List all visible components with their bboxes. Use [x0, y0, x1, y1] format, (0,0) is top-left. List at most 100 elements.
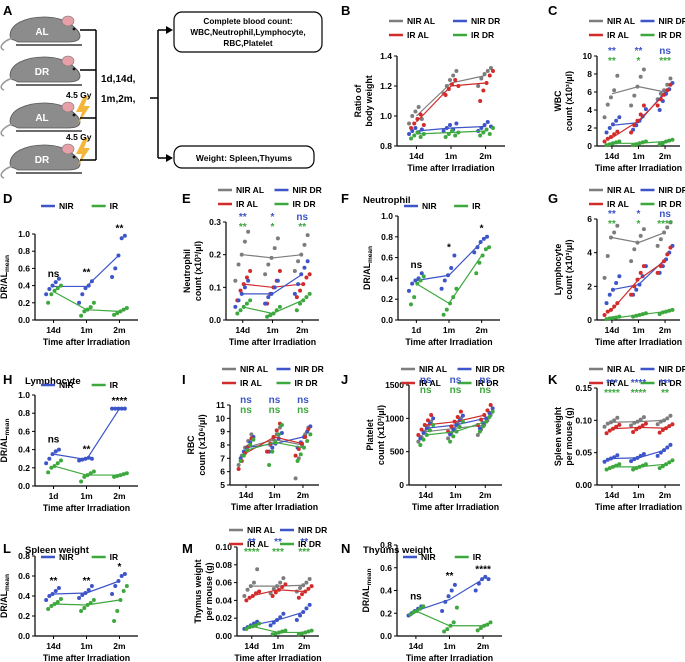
panel-letter: F — [341, 191, 349, 206]
data-point — [46, 470, 51, 475]
panel-letter: E — [182, 191, 191, 206]
data-point — [643, 139, 648, 144]
data-point — [481, 424, 486, 429]
data-point — [481, 88, 486, 93]
data-point — [116, 579, 121, 583]
legend-label: IR DR — [471, 30, 494, 40]
data-point — [424, 433, 429, 437]
data-point — [632, 123, 637, 128]
data-point — [665, 82, 670, 87]
data-point — [56, 586, 61, 590]
y-tick-label: 0 — [587, 141, 592, 151]
x-tick-label: 14d — [605, 490, 620, 500]
data-point — [444, 307, 449, 312]
radiation-dose-label: 4.5 Gy — [66, 90, 92, 100]
y-tick-label: 0.0 — [18, 481, 30, 491]
mouse-ear-icon — [61, 101, 75, 113]
data-point — [242, 285, 247, 290]
data-point — [266, 295, 271, 300]
data-point — [407, 121, 412, 126]
data-point — [309, 628, 314, 633]
data-point — [455, 415, 460, 419]
data-point — [248, 269, 253, 273]
data-point — [444, 84, 449, 88]
y-axis-label: DR/ALmean — [0, 255, 11, 299]
x-tick-label: 2m — [477, 641, 490, 651]
data-point — [608, 135, 613, 139]
data-point — [658, 419, 663, 424]
data-point — [635, 419, 640, 424]
data-point — [454, 69, 459, 73]
data-point — [615, 73, 620, 78]
data-point — [608, 307, 613, 312]
series-nir-dr — [602, 442, 673, 464]
data-point — [482, 123, 487, 127]
data-point — [475, 628, 480, 633]
legend-label: NIR AL — [240, 364, 268, 374]
data-point — [602, 312, 607, 317]
data-point — [257, 621, 262, 626]
data-point — [638, 270, 643, 275]
schematic-panel-a: A AL DR AL 4.5 Gy DR 4.5 Gy 1d,14d, 1m,2m, Co… — [0, 3, 323, 179]
significance-annotation: ns — [240, 395, 252, 406]
data-point — [668, 442, 673, 447]
data-point — [607, 316, 612, 321]
timepoints-line-1: 1d,14d, — [101, 74, 136, 85]
data-point — [615, 453, 620, 458]
data-point — [612, 455, 617, 460]
data-point — [278, 580, 283, 585]
data-point — [662, 230, 667, 235]
data-point — [614, 140, 619, 145]
data-point — [488, 66, 493, 70]
data-point — [667, 460, 672, 465]
significance-annotation: ns — [410, 592, 422, 603]
data-point — [412, 121, 417, 126]
significance-annotation: ns — [450, 375, 462, 386]
data-point — [406, 288, 411, 293]
data-point — [304, 606, 309, 611]
y-tick-label: 0.4 — [18, 281, 30, 291]
data-point — [637, 312, 642, 317]
data-point — [298, 301, 303, 306]
significance-annotation: ns — [48, 269, 60, 280]
data-point — [58, 597, 63, 601]
data-point — [605, 309, 610, 314]
legend-label: NIR AL — [607, 16, 635, 26]
data-point — [272, 285, 277, 290]
legend-label: NIR DR — [295, 364, 324, 374]
data-point — [80, 593, 85, 597]
y-axis-label-line-1: WBC — [553, 90, 563, 112]
y-tick-label: 4 — [587, 248, 592, 258]
data-point — [273, 590, 278, 595]
legend-label: NIR DR — [659, 16, 685, 26]
data-point — [662, 92, 667, 97]
data-point — [631, 143, 636, 148]
significance-annotation: *** — [272, 547, 284, 558]
data-point — [238, 288, 243, 293]
data-point — [77, 596, 82, 600]
data-point — [119, 406, 124, 411]
data-point — [450, 129, 454, 133]
data-point — [610, 122, 615, 127]
series-ir-al — [602, 245, 673, 317]
data-point — [452, 582, 457, 587]
data-point — [52, 602, 57, 606]
data-point — [56, 276, 61, 281]
x-tick-label: 14d — [605, 325, 620, 335]
data-point — [296, 282, 301, 287]
data-point — [605, 102, 610, 107]
data-point — [250, 593, 255, 598]
series-nir-dr — [604, 243, 675, 306]
data-point — [607, 292, 612, 297]
legend-label: IR AL — [247, 539, 269, 549]
x-tick-label: 14d — [605, 151, 620, 161]
y-axis-label-line-1: Neutrophil — [182, 249, 192, 293]
data-point — [410, 129, 415, 133]
data-point — [418, 436, 423, 441]
y-axis-label-subscript: mean — [366, 569, 373, 586]
data-point — [484, 81, 489, 85]
data-point — [270, 445, 275, 450]
legend-label: NIR — [59, 201, 74, 211]
data-point — [483, 247, 488, 252]
series-nir-dr — [604, 81, 675, 135]
